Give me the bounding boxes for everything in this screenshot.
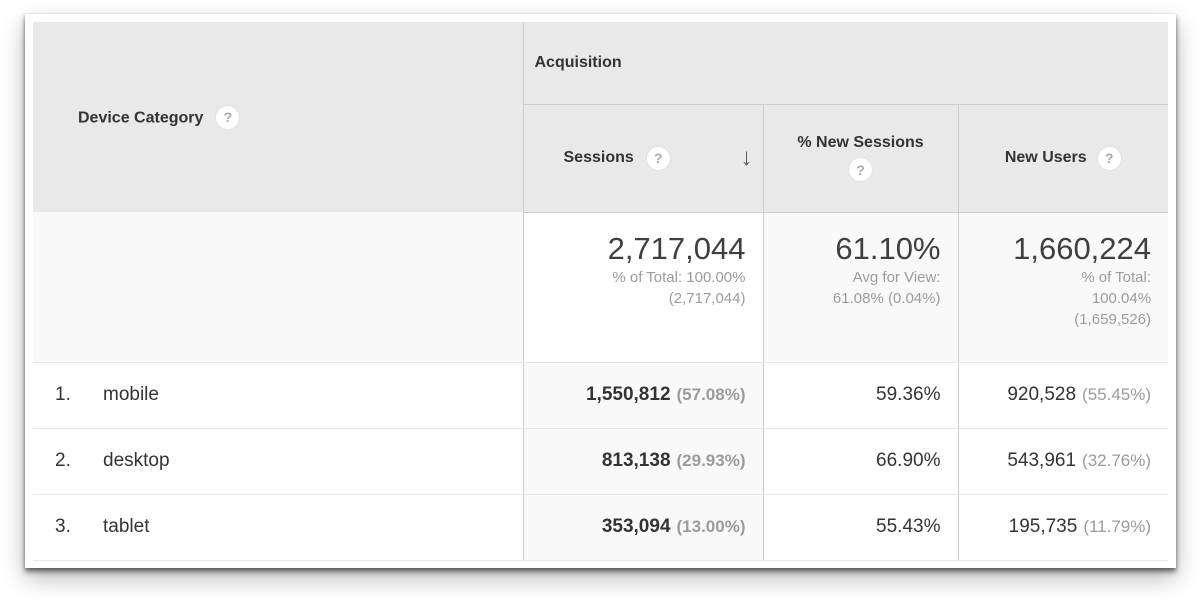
analytics-table-card: Device Category? Acquisition Sessions? ↓ … <box>25 14 1176 568</box>
summary-dimension-cell <box>33 212 523 363</box>
summary-sessions-cell: 2,717,044 % of Total: 100.00% (2,717,044… <box>522 212 763 363</box>
sessions-share: (29.93%) <box>676 451 746 470</box>
percent-new-sessions-value: 66.90% <box>876 450 941 471</box>
percent-new-sessions-cell: 55.43% <box>762 494 958 561</box>
table-row: 1. mobile 1,550,812 (57.08%) 59.36% 920,52… <box>33 362 1169 429</box>
summary-percent-new-sessions-subline2: 61.08% (0.04%) <box>832 289 941 307</box>
summary-new-users-subline1: % of Total: <box>1081 268 1152 286</box>
summary-new-users-cell: 1,660,224 % of Total: 100.04% (1,659,526… <box>957 212 1169 363</box>
sessions-column-header[interactable]: Sessions? ↓ <box>523 104 763 213</box>
new-users-value: 920,528 <box>1007 384 1077 405</box>
percent-new-sessions-cell: 59.36% <box>762 362 958 429</box>
summary-percent-new-sessions-cell: 61.10% Avg for View: 61.08% (0.04%) <box>762 212 958 363</box>
summary-new-users-subline3: (1,659,526) <box>1074 310 1152 328</box>
new-users-value: 543,961 <box>1007 450 1077 471</box>
device-cell: 1. mobile <box>33 362 523 429</box>
summary-percent-new-sessions-value: 61.10% <box>835 230 941 266</box>
sessions-cell: 1,550,812 (57.08%) <box>522 362 763 429</box>
device-name: mobile <box>103 384 159 405</box>
acquisition-group-header: Acquisition <box>523 22 1169 105</box>
summary-sessions-subline2: (2,717,044) <box>668 289 746 307</box>
new-users-help-icon[interactable]: ? <box>1096 145 1122 171</box>
device-name: desktop <box>103 450 170 471</box>
summary-new-users-value: 1,660,224 <box>1013 230 1152 266</box>
sessions-cell: 353,094 (13.00%) <box>522 494 763 561</box>
new-users-share: (55.45%) <box>1082 385 1152 404</box>
percent-new-sessions-value: 55.43% <box>876 516 941 537</box>
percent-new-sessions-header-label: % New Sessions <box>797 134 924 151</box>
new-users-share: (11.79%) <box>1083 517 1152 536</box>
new-users-share: (32.76%) <box>1082 451 1152 470</box>
summary-sessions-value: 2,717,044 <box>607 230 746 266</box>
new-users-column-header[interactable]: New Users? <box>957 104 1169 213</box>
device-category-header[interactable]: Device Category? <box>33 22 524 212</box>
sessions-value: 813,138 <box>601 450 671 471</box>
sessions-share: (13.00%) <box>676 517 746 536</box>
device-cell: 2. desktop <box>33 428 523 495</box>
summary-row: 2,717,044 % of Total: 100.00% (2,717,044… <box>33 212 1169 363</box>
sessions-cell: 813,138 (29.93%) <box>522 428 763 495</box>
new-users-header-label: New Users <box>1004 149 1087 166</box>
new-users-cell: 543,961 (32.76%) <box>957 428 1169 495</box>
row-rank: 3. <box>55 516 71 537</box>
device-name: tablet <box>103 516 150 537</box>
device-category-header-label: Device Category <box>78 109 204 126</box>
new-users-value: 195,735 <box>1008 516 1078 537</box>
row-rank: 1. <box>55 384 71 405</box>
summary-sessions-subline1: % of Total: 100.00% <box>612 268 746 286</box>
new-users-cell: 920,528 (55.45%) <box>957 362 1169 429</box>
sort-descending-icon[interactable]: ↓ <box>740 144 753 171</box>
summary-new-users-subline2: 100.04% <box>1091 289 1152 307</box>
device-category-help-icon[interactable]: ? <box>215 104 241 130</box>
row-rank: 2. <box>55 450 71 471</box>
sessions-share: (57.08%) <box>676 385 746 404</box>
acquisition-group-label: Acquisition <box>534 53 622 71</box>
summary-percent-new-sessions-subline1: Avg for View: <box>852 268 941 286</box>
sessions-value: 1,550,812 <box>585 384 671 405</box>
percent-new-sessions-column-header[interactable]: % New Sessions ? <box>762 104 958 213</box>
acquisition-table: Device Category? Acquisition Sessions? ↓ … <box>33 22 1169 561</box>
new-users-cell: 195,735 (11.79%) <box>957 494 1169 561</box>
sessions-value: 353,094 <box>601 516 671 537</box>
table-row: 2. desktop 813,138 (29.93%) 66.90% 543,961… <box>33 428 1169 495</box>
percent-new-sessions-cell: 66.90% <box>762 428 958 495</box>
percent-new-sessions-help-icon[interactable]: ? <box>848 157 873 182</box>
table-row: 3. tablet 353,094 (13.00%) 55.43% 195,735 (… <box>33 494 1169 561</box>
sessions-header-label: Sessions <box>563 149 634 166</box>
device-cell: 3. tablet <box>33 494 523 561</box>
sessions-help-icon[interactable]: ? <box>645 145 671 171</box>
percent-new-sessions-value: 59.36% <box>876 384 941 405</box>
